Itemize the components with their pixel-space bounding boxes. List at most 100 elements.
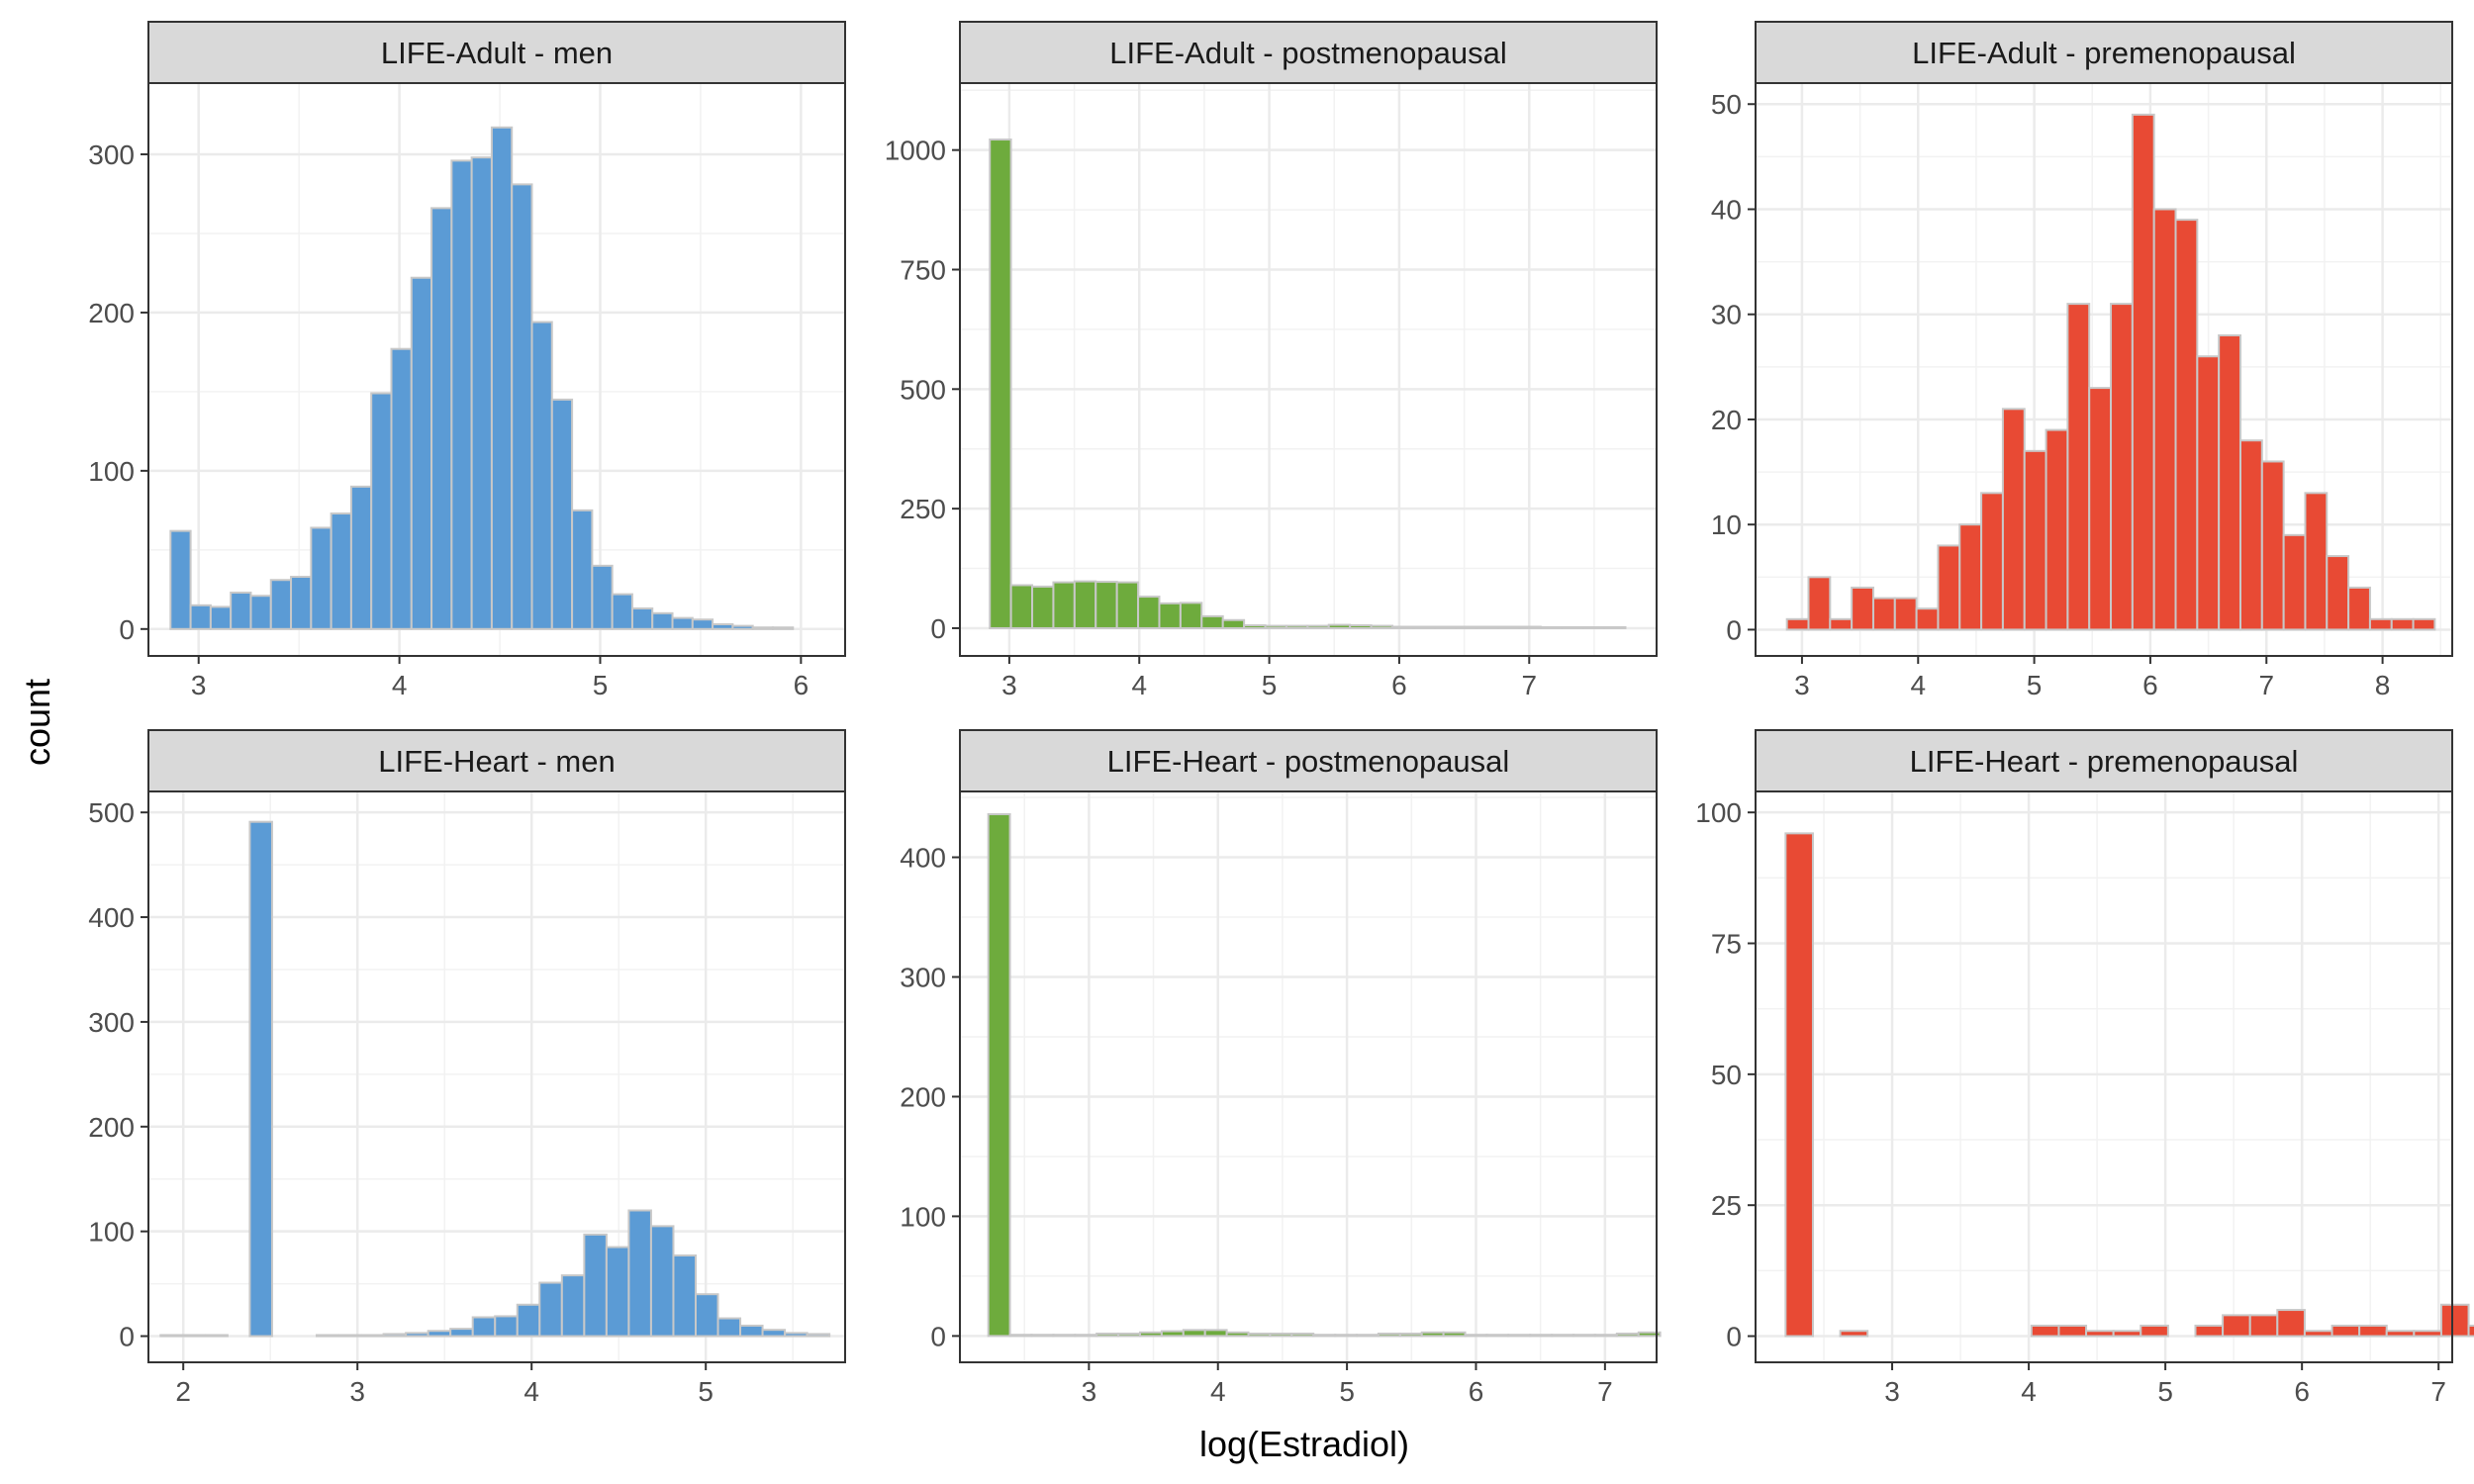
histogram-bar [511,183,533,630]
histogram-bar [2276,1309,2306,1338]
histogram-bar [1008,1334,1033,1338]
histogram-bar [1893,597,1918,631]
histogram-bar [771,626,795,630]
histogram-bar [2194,1324,2225,1338]
histogram-bar [159,1334,184,1338]
histogram-bar [649,1225,675,1338]
histogram-bar [1839,1330,1869,1338]
histogram-bar [1158,602,1182,629]
histogram-bar [1464,1334,1488,1338]
histogram-bar [1581,626,1606,629]
histogram-bar [1074,1334,1098,1338]
histogram-bar [538,1281,563,1338]
histogram-bar [2390,617,2415,631]
histogram-bar [1412,625,1436,629]
histogram-bar [2439,1303,2470,1338]
facet-strip [147,21,846,84]
histogram-bar [2045,428,2069,631]
histogram-bar [1030,1334,1055,1338]
facet-strip-label: LIFE-Adult - postmenopausal [1109,36,1507,70]
y-axis-title: count [17,679,57,766]
histogram-bar [2331,1324,2361,1338]
histogram-bar [2057,1324,2088,1338]
x-tick-label: 5 [698,1376,714,1407]
histogram-bar [494,1315,519,1338]
x-tick-label: 3 [1794,670,1810,700]
y-tick-label: 300 [900,962,946,992]
histogram-bar [1593,1334,1618,1338]
histogram-bar [1551,1334,1575,1338]
histogram-bar [470,156,493,630]
facet-strip [959,729,1658,792]
y-tick-label: 0 [119,614,135,645]
histogram-bar [1784,832,1814,1338]
histogram-bar [784,1332,809,1338]
y-tick-label: 100 [900,1201,946,1232]
y-tick-label: 100 [1695,797,1742,828]
histogram-bar [2358,1324,2388,1338]
facet-strip-label: LIFE-Adult - men [381,36,613,70]
facet-panel-3: LIFE-Adult - premenopausal 3 4 5 6 7 8 0 10 20 30 4… [1711,21,2453,700]
histogram-bar [269,579,293,630]
facet-panel-1: LIFE-Adult - men 3 4 5 6 0 100 200 300 [88,21,846,700]
x-tick-label: 7 [1521,670,1537,700]
y-tick-label: 10 [1711,510,1742,540]
x-tick-label: 3 [1082,1376,1097,1407]
histogram-bar [290,576,313,630]
histogram-bar [1182,1329,1206,1338]
facet-strip-label: LIFE-Adult - premenopausal [1912,36,2296,70]
y-tick-label: 100 [88,456,135,487]
histogram-bar [583,1233,608,1338]
histogram-bar [1138,1331,1163,1338]
histogram-bar [571,509,594,630]
histogram-bar [2030,1324,2060,1338]
histogram-bar [1117,1332,1141,1338]
histogram-bar [1433,625,1458,629]
histogram-bar [671,616,694,630]
y-tick-label: 40 [1711,194,1742,225]
x-tick-label: 2 [175,1376,191,1407]
histogram-bar [2196,355,2221,631]
histogram-bar [1475,625,1500,629]
histogram-bar [2412,617,2436,631]
y-tick-label: 75 [1711,929,1742,960]
y-tick-label: 300 [88,139,135,170]
histogram-bar [2248,1314,2279,1338]
histogram-bar [450,159,473,630]
histogram-bar [1485,1334,1510,1338]
x-tick-label: 3 [349,1376,365,1407]
x-tick-label: 4 [2021,1376,2037,1407]
histogram-bar [189,603,212,630]
histogram-bar [449,1328,474,1338]
histogram-bar [1980,492,2004,631]
histogram-bar [2467,1324,2474,1338]
histogram-bar [2368,617,2393,631]
histogram-bar [516,1303,541,1338]
x-tick-label: 6 [1391,670,1407,700]
facet-strip [1755,21,2453,84]
histogram-bar [560,1274,586,1338]
histogram-bar [1615,1332,1640,1338]
histogram-bar [712,623,734,630]
histogram-bar [1179,602,1203,629]
x-tick-label: 6 [2142,670,2158,700]
histogram-bar [1243,624,1267,629]
histogram-bar [1031,585,1055,629]
histogram-bar [1937,544,1961,631]
histogram-bar [627,1209,652,1338]
histogram-bar [1306,624,1330,629]
histogram-bar [1203,1329,1228,1338]
histogram-bar [1390,625,1415,629]
histogram-bar [1247,1332,1272,1338]
histogram-bar [2385,1330,2416,1338]
histogram-bar [248,820,273,1338]
y-tick-label: 50 [1711,89,1742,120]
histogram-bar [605,1246,630,1338]
histogram-bar [2174,219,2199,631]
facet-strip-label: LIFE-Heart - premenopausal [1910,744,2299,779]
histogram-bar [1518,625,1542,629]
x-tick-label: 4 [523,1376,539,1407]
histogram-bar [694,1293,719,1338]
facet-strip-label: LIFE-Heart - postmenopausal [1107,744,1510,779]
